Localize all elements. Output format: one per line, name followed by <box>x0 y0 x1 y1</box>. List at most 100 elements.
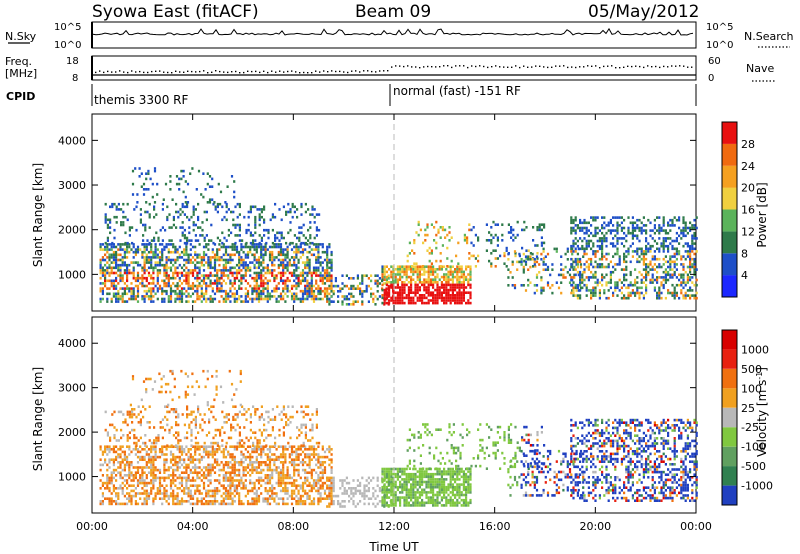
range-cell <box>653 255 656 258</box>
range-cell <box>178 455 181 459</box>
range-cell <box>297 258 300 262</box>
range-cell <box>425 278 428 281</box>
range-cell <box>176 492 179 495</box>
range-cell <box>576 260 579 264</box>
range-cell <box>310 292 313 296</box>
range-cell <box>460 294 463 297</box>
range-cell <box>238 297 241 301</box>
range-cell <box>315 271 318 275</box>
range-cell <box>618 257 621 261</box>
range-cell <box>242 445 245 448</box>
range-cell <box>326 271 329 275</box>
range-cell <box>145 461 148 464</box>
range-cell <box>693 268 696 271</box>
range-cell <box>330 274 333 277</box>
range-cell <box>229 484 232 487</box>
range-cell <box>570 263 573 266</box>
range-cell <box>280 218 283 222</box>
range-cell <box>150 243 153 246</box>
nave-point <box>295 71 297 73</box>
range-cell <box>209 266 212 270</box>
range-cell <box>185 487 188 490</box>
range-cell <box>106 266 109 270</box>
range-cell <box>544 263 547 266</box>
range-cell <box>200 502 203 506</box>
range-cell <box>318 213 321 216</box>
range-cell <box>126 279 129 283</box>
range-cell <box>152 474 155 477</box>
range-cell <box>180 500 184 503</box>
range-cell <box>130 297 133 301</box>
range-cell <box>669 265 672 269</box>
range-cell <box>510 228 513 232</box>
range-cell <box>249 250 252 254</box>
range-cell <box>177 210 180 214</box>
range-cell <box>151 182 154 186</box>
range-cell <box>304 210 307 214</box>
range-cell <box>435 259 438 263</box>
range-cell <box>317 248 320 251</box>
range-cell <box>492 249 495 252</box>
range-cell <box>176 266 179 270</box>
range-cell <box>525 257 528 260</box>
range-cell <box>143 276 146 280</box>
range-cell <box>449 283 452 287</box>
range-cell <box>425 291 428 294</box>
range-cell <box>185 463 188 467</box>
range-cell <box>110 300 113 303</box>
range-cell <box>592 276 595 279</box>
range-cell <box>540 244 543 247</box>
range-cell <box>244 295 247 298</box>
range-cell <box>451 275 454 279</box>
range-cell <box>180 292 184 296</box>
range-cell <box>194 250 197 254</box>
range-cell <box>656 294 659 297</box>
range-cell <box>273 258 276 262</box>
range-cell <box>255 492 258 495</box>
range-cell <box>184 201 187 204</box>
range-cell <box>268 502 272 506</box>
range-cell <box>354 300 357 303</box>
range-cell <box>625 273 628 277</box>
range-cell <box>667 260 670 264</box>
range-cell <box>469 286 472 289</box>
range-cell <box>439 265 442 268</box>
range-cell <box>585 244 588 248</box>
range-cell <box>423 296 426 300</box>
range-cell <box>396 270 399 274</box>
range-cell <box>286 468 289 472</box>
range-cell <box>197 218 200 222</box>
range-cell <box>282 463 285 467</box>
range-cell <box>178 461 181 464</box>
range-cell <box>649 244 652 248</box>
range-cell <box>454 275 457 279</box>
range-cell <box>436 275 439 279</box>
range-cell <box>361 282 364 285</box>
range-cell <box>570 244 573 248</box>
range-cell <box>627 250 630 253</box>
range-cell <box>529 255 532 258</box>
range-cell <box>234 241 237 245</box>
range-cell <box>176 284 179 288</box>
range-cell <box>465 278 468 281</box>
range-cell <box>126 218 129 222</box>
range-cell <box>206 172 209 175</box>
range-cell <box>605 252 608 256</box>
range-cell <box>673 216 676 219</box>
range-cell <box>178 448 181 451</box>
range-cell <box>233 455 236 459</box>
range-cell <box>636 218 639 222</box>
range-cell <box>579 270 582 274</box>
range-cell <box>163 497 166 500</box>
range-cell <box>458 268 461 271</box>
range-cell <box>216 458 219 461</box>
range-cell <box>216 205 219 209</box>
range-cell <box>152 455 155 459</box>
range-cell <box>678 296 681 300</box>
nave-point <box>495 65 497 67</box>
range-cell <box>279 455 283 459</box>
range-cell <box>178 474 181 477</box>
range-cell <box>293 497 296 500</box>
range-cell <box>258 213 261 216</box>
range-cell <box>279 479 283 482</box>
